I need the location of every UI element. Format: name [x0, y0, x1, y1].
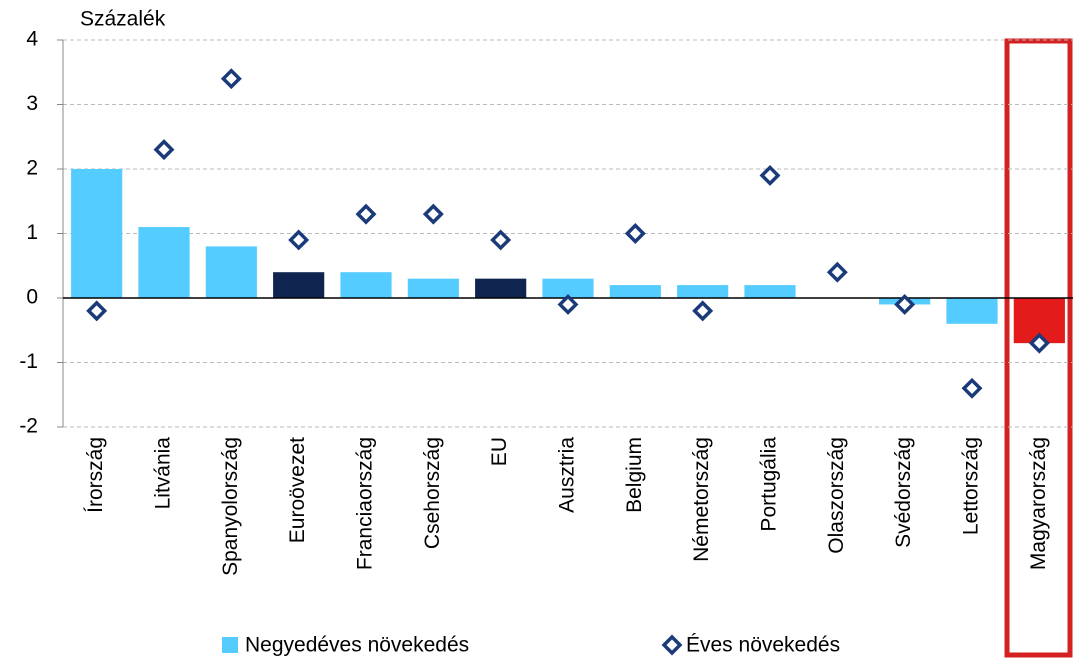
diamond-marker — [153, 139, 175, 161]
bar — [542, 278, 594, 298]
diamond-marker — [692, 300, 714, 322]
bar — [407, 278, 459, 298]
x-tick-label: Csehország — [421, 437, 444, 549]
bar — [205, 246, 257, 298]
diamond-marker — [557, 293, 579, 315]
x-tick-label: Spanyolország — [219, 437, 242, 576]
bar — [475, 278, 527, 298]
bar — [677, 285, 729, 298]
x-tick-label: Írország — [84, 437, 107, 513]
bar — [273, 272, 325, 298]
x-tick-label: Olaszország — [825, 437, 848, 554]
bar — [609, 285, 661, 298]
x-tick-label: EU — [488, 437, 511, 466]
y-tick-label: 1 — [26, 221, 38, 244]
legend-marker — [661, 634, 683, 656]
bar — [138, 227, 190, 298]
x-tick-label: Svédország — [892, 437, 915, 548]
diamond-marker — [961, 377, 983, 399]
diamond-marker — [759, 164, 781, 186]
y-axis-label: Százalék — [80, 8, 166, 31]
bar — [744, 285, 796, 298]
diamond-marker — [826, 261, 848, 283]
highlight-box — [1004, 38, 1073, 658]
x-tick-label: Magyarország — [1027, 437, 1050, 570]
diamond-marker — [1028, 332, 1050, 354]
diamond-marker — [288, 229, 310, 251]
bar — [946, 298, 998, 324]
legend-swatch — [222, 637, 238, 653]
diamond-marker — [355, 203, 377, 225]
legend-label: Negyedéves növekedés — [245, 634, 469, 657]
diamond-marker — [894, 293, 916, 315]
x-tick-label: Litvánia — [152, 437, 175, 510]
x-tick-label: Belgium — [623, 437, 646, 513]
diamond-marker — [86, 300, 108, 322]
bar — [340, 272, 392, 298]
x-tick-label: Franciaország — [354, 437, 377, 570]
y-tick-label: -2 — [19, 415, 38, 438]
diamond-marker — [220, 68, 242, 90]
y-tick-label: -1 — [19, 350, 38, 373]
legend-label: Éves növekedés — [686, 634, 840, 657]
x-tick-label: Portugália — [758, 437, 781, 532]
y-tick-label: 0 — [26, 286, 38, 309]
x-tick-label: Euroövezet — [286, 437, 309, 543]
diamond-marker — [490, 229, 512, 251]
y-tick-label: 2 — [26, 157, 38, 180]
x-tick-label: Ausztria — [556, 437, 579, 513]
y-tick-label: 3 — [26, 92, 38, 115]
diamond-marker — [422, 203, 444, 225]
x-tick-label: Lettország — [960, 437, 983, 535]
x-tick-label: Németország — [690, 437, 713, 562]
diamond-marker — [624, 223, 646, 244]
bar — [71, 169, 123, 298]
y-tick-label: 4 — [26, 28, 38, 51]
